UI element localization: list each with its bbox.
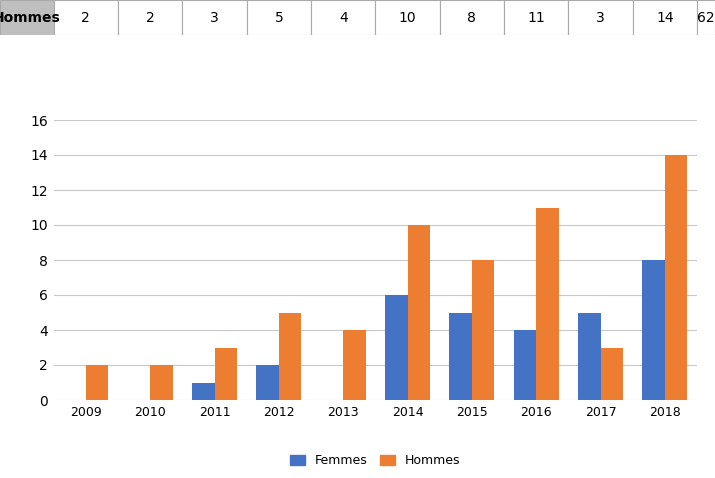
- Bar: [568, 0, 633, 35]
- Text: 14: 14: [656, 11, 674, 24]
- Bar: [633, 0, 697, 35]
- Bar: [642, 260, 665, 400]
- Text: 8: 8: [468, 11, 476, 24]
- Bar: [118, 0, 182, 35]
- Bar: [601, 348, 623, 400]
- Bar: [472, 260, 495, 400]
- Bar: [375, 0, 440, 35]
- Bar: [214, 348, 237, 400]
- Bar: [192, 382, 214, 400]
- Bar: [257, 365, 279, 400]
- Bar: [450, 313, 472, 400]
- Bar: [0, 0, 54, 35]
- Bar: [54, 0, 118, 35]
- Bar: [150, 365, 173, 400]
- Text: 62: 62: [697, 11, 715, 24]
- Text: 3: 3: [210, 11, 219, 24]
- Legend: Femmes, Hommes: Femmes, Hommes: [285, 449, 465, 472]
- Bar: [408, 225, 430, 400]
- Bar: [182, 0, 247, 35]
- Text: 4: 4: [339, 11, 347, 24]
- Bar: [343, 330, 366, 400]
- Text: 11: 11: [528, 11, 545, 24]
- Text: Hommes: Hommes: [0, 11, 61, 24]
- Bar: [665, 155, 688, 400]
- Bar: [536, 207, 559, 400]
- Bar: [440, 0, 504, 35]
- Bar: [311, 0, 375, 35]
- Text: 5: 5: [275, 11, 283, 24]
- Text: 2: 2: [146, 11, 154, 24]
- Bar: [578, 313, 601, 400]
- Bar: [279, 313, 302, 400]
- Bar: [514, 330, 536, 400]
- Text: 3: 3: [596, 11, 605, 24]
- Text: 2: 2: [82, 11, 90, 24]
- Bar: [504, 0, 568, 35]
- Text: 10: 10: [399, 11, 416, 24]
- Bar: [86, 365, 109, 400]
- Bar: [385, 295, 408, 400]
- Bar: [247, 0, 311, 35]
- Bar: [697, 0, 715, 35]
